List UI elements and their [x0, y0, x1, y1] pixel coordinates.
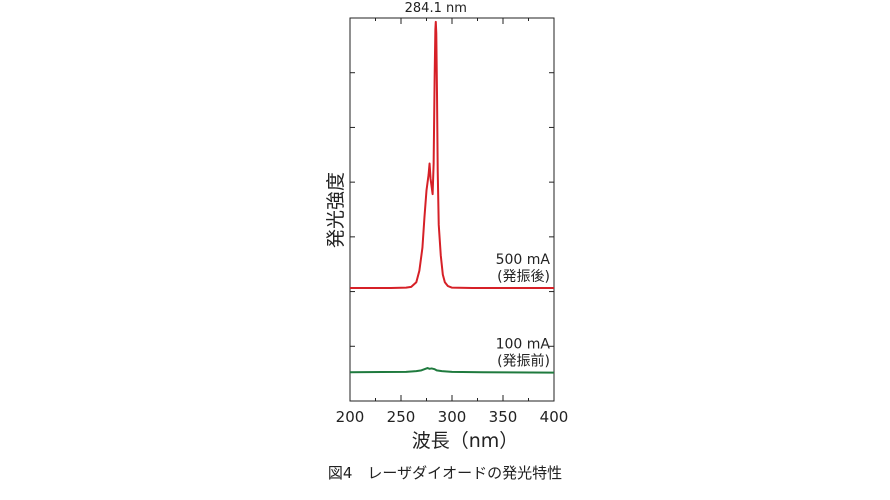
series-labels: 500 mA(発振後) 100 mA(発振前) [496, 252, 551, 370]
series-label-state: (発振前) [497, 353, 550, 370]
series-line [349, 367, 555, 374]
series-group [349, 20, 555, 374]
series-label-current: 100 mA [496, 337, 551, 353]
figure-caption: 図4 レーザダイオードの発光特性 [327, 464, 563, 482]
x-axis-ticks: 200 250 300 350 400 [336, 18, 569, 426]
peak-annotation: 284.1 nm [405, 1, 467, 16]
x-tick-label: 400 [540, 408, 569, 426]
series-label-current: 500 mA [496, 252, 551, 268]
series-label-state: (発振後) [497, 269, 550, 285]
x-tick-label: 350 [489, 408, 518, 426]
x-tick-label: 250 [387, 408, 416, 426]
x-tick-label: 200 [336, 408, 365, 426]
spectrum-chart: 200 250 300 350 400 500 mA(発振後) 100 mA(発振前) 2… [325, 1, 569, 452]
y-axis-title: 発光強度 [325, 172, 347, 248]
x-axis-title: 波長（nm） [412, 430, 519, 452]
x-tick-label: 300 [438, 408, 467, 426]
series-line [350, 20, 554, 290]
y-axis-ticks [350, 72, 554, 347]
